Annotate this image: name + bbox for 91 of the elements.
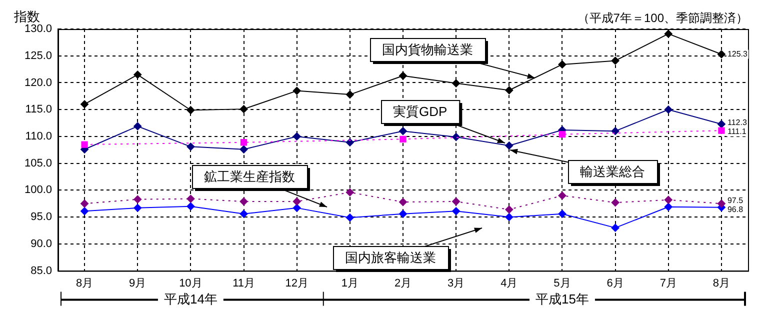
point: [452, 79, 460, 88]
point: [292, 132, 301, 140]
y-tick-label: 130.0: [24, 23, 52, 36]
point: [664, 106, 672, 114]
x-tick-label: 11月: [232, 277, 255, 290]
text: 国内旅客輸送業: [345, 250, 436, 266]
point: [134, 122, 142, 130]
point: [505, 86, 514, 94]
point: [611, 127, 620, 136]
point: [717, 120, 726, 128]
point: [240, 210, 248, 218]
point: [134, 70, 142, 79]
point: [718, 127, 725, 134]
point: [611, 224, 620, 232]
point: [240, 197, 248, 206]
point: [186, 202, 195, 210]
x-tick-label: 9月: [129, 277, 146, 290]
series-label: 実質GDP: [393, 104, 448, 120]
y-tick-label: 85.0: [30, 264, 52, 277]
point: [186, 142, 195, 151]
y-tick-label: 125.0: [24, 50, 52, 62]
text: 輸送業総合: [580, 164, 645, 180]
point: [80, 200, 89, 208]
point: [452, 207, 460, 216]
text: 平成14年: [164, 291, 218, 306]
point: [400, 136, 406, 142]
point: [452, 197, 460, 206]
x-tick-label: 1月: [341, 277, 358, 290]
y-tick-label: 90.0: [30, 238, 52, 250]
point: [240, 145, 248, 154]
point: [558, 192, 566, 200]
x-tick-label: 4月: [500, 277, 518, 290]
data-label: 96.8: [727, 205, 744, 214]
point: [611, 198, 620, 207]
point: [292, 197, 301, 206]
text: 平成15年: [535, 291, 589, 306]
point: [558, 130, 566, 138]
data-label: 125.3: [727, 49, 748, 58]
point: [80, 207, 89, 216]
x-tick-label: 6月: [606, 277, 624, 290]
point: [81, 141, 88, 148]
point: [399, 127, 407, 136]
series-label: 国内貨物輸送業: [382, 42, 473, 58]
x-tick-label: 3月: [448, 277, 465, 290]
point: [346, 214, 354, 222]
point: [134, 204, 142, 212]
x-tick-label: 8月: [76, 277, 94, 290]
y-tick-label: 100.0: [24, 184, 52, 196]
point: [346, 138, 354, 146]
point: [558, 60, 566, 68]
x-tick-label: 12月: [285, 277, 308, 290]
data-label: 111.1: [727, 127, 747, 136]
point: [240, 139, 248, 146]
y-axis-title: 指数: [13, 9, 40, 24]
point: [346, 90, 354, 99]
series-label: 鉱工業生産指数: [204, 169, 295, 184]
y-tick-label: 95.0: [30, 211, 52, 224]
point: [505, 213, 514, 222]
x-tick-label: 5月: [554, 277, 571, 290]
x-tick-label: 7月: [660, 277, 677, 290]
x-tick-label: 2月: [394, 277, 412, 290]
point: [717, 50, 726, 58]
point: [505, 206, 514, 214]
point: [717, 200, 726, 208]
point: [664, 202, 672, 211]
data-label: 112.3: [727, 118, 748, 128]
point: [558, 210, 566, 218]
data-label: 97.5: [727, 196, 744, 206]
chart-subtitle: （平成7年＝100、季節調整済）: [577, 11, 748, 25]
point: [505, 142, 514, 150]
x-tick-label: 10月: [179, 277, 202, 290]
point: [134, 195, 142, 204]
point: [399, 198, 407, 206]
y-tick-label: 105.0: [24, 157, 52, 170]
point: [292, 204, 301, 212]
point: [611, 56, 620, 65]
point: [664, 30, 672, 38]
y-tick-label: 115.0: [25, 104, 52, 116]
point: [399, 72, 407, 80]
point: [346, 188, 354, 196]
y-tick-label: 110.0: [25, 130, 52, 142]
point: [186, 194, 195, 203]
point: [292, 86, 301, 95]
point: [80, 100, 89, 108]
x-tick-label: 8月: [712, 277, 730, 290]
point: [399, 210, 407, 218]
y-tick-label: 120.0: [24, 76, 52, 89]
point: [664, 196, 672, 204]
point: [186, 106, 195, 114]
point: [240, 105, 248, 114]
point: [452, 133, 460, 142]
